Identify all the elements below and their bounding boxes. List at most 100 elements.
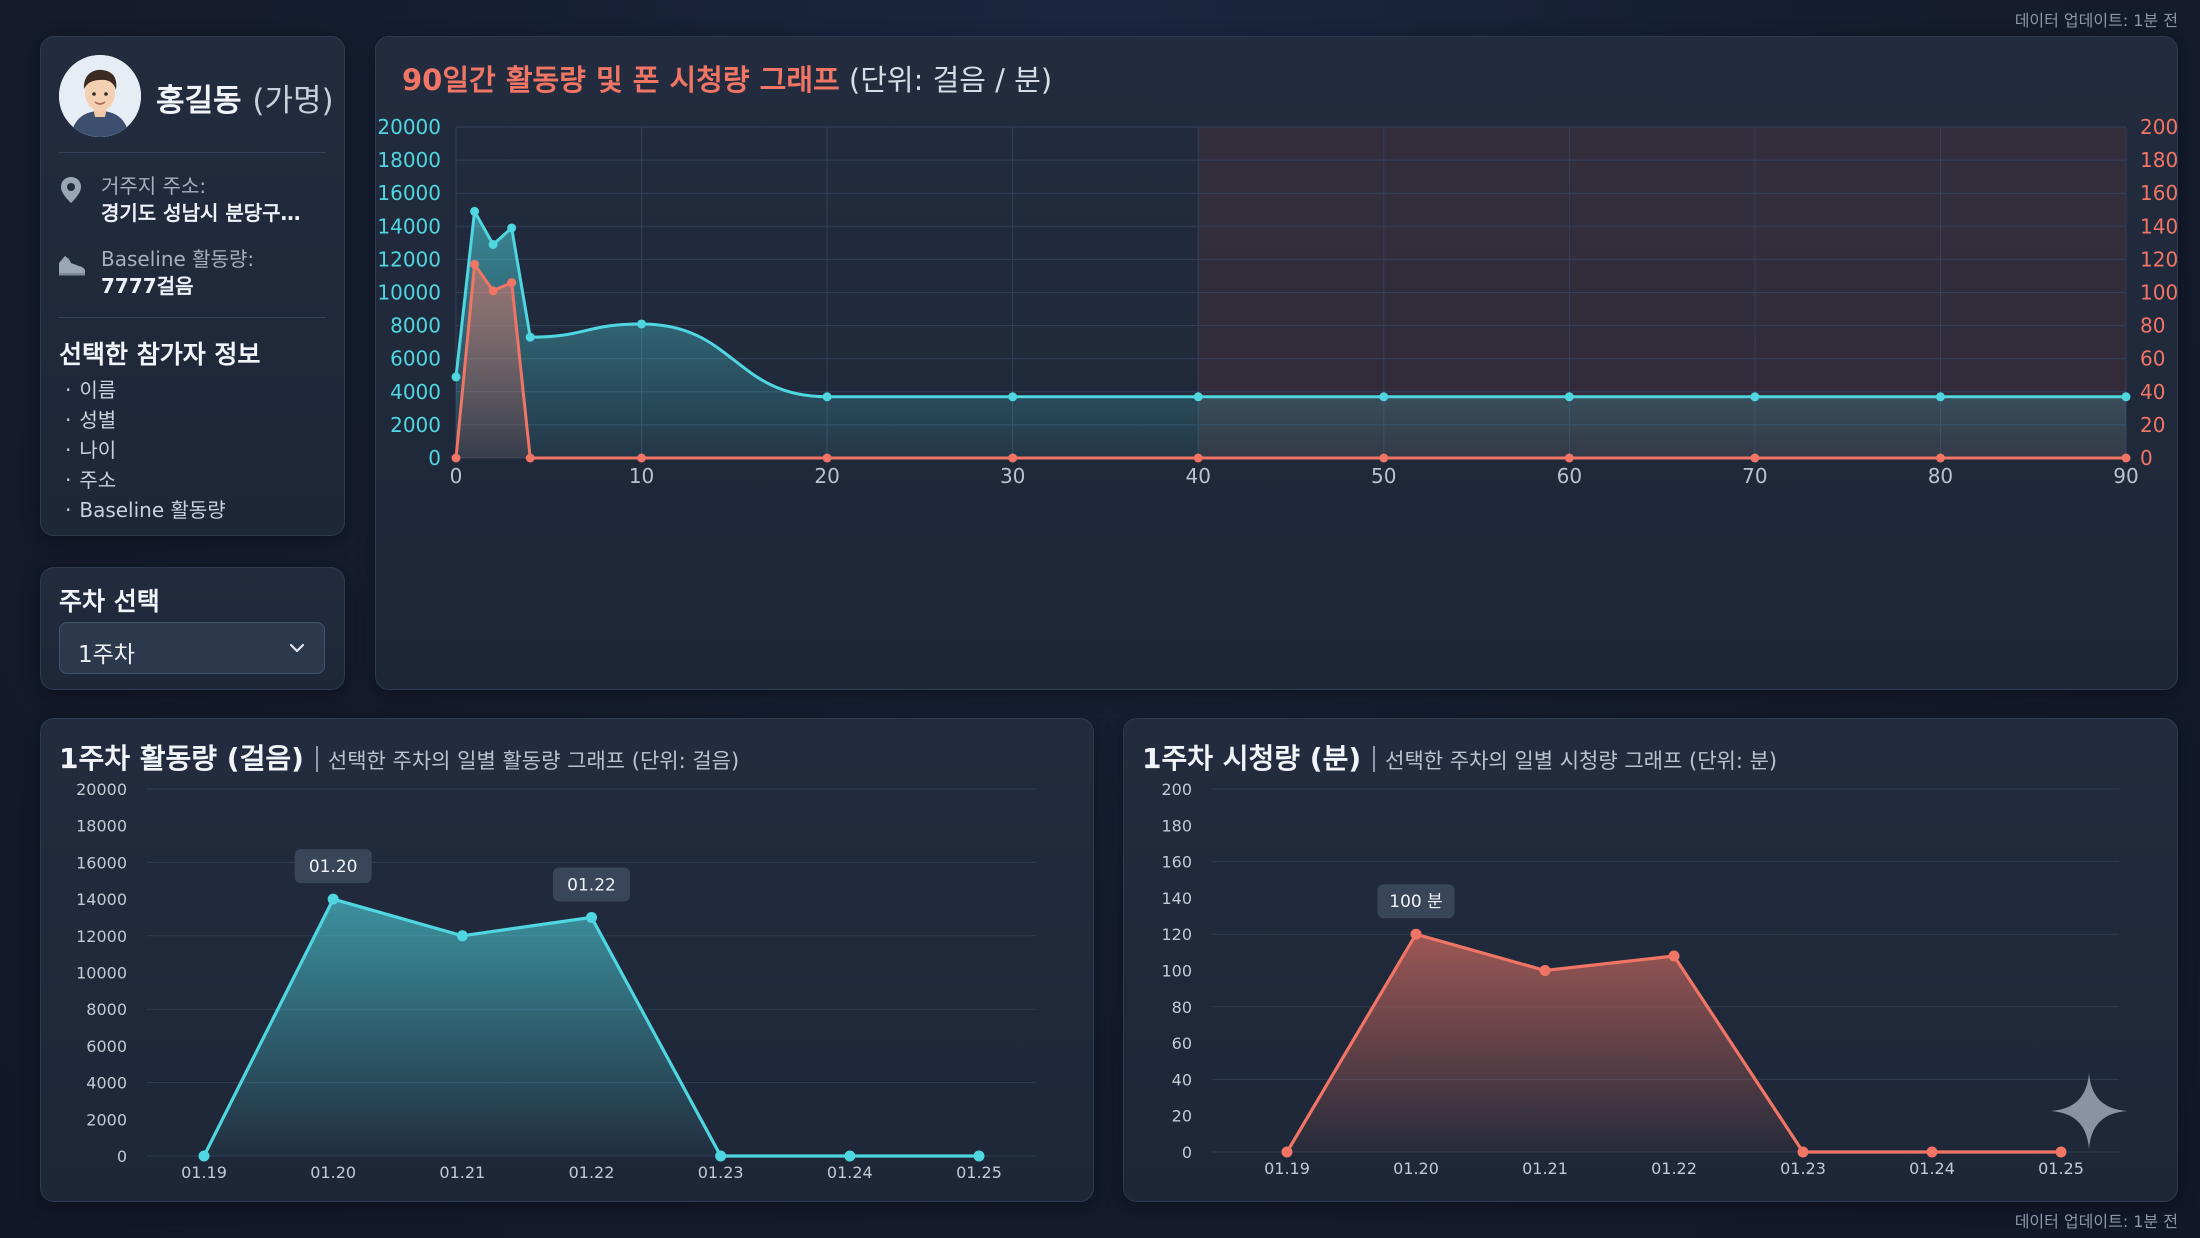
ninety-day-chart: 0200040006000800010000120001400016000180… [377,115,2178,488]
y-left-tick-label: 6000 [390,347,441,371]
ninety-day-chart-panel: 90일간 활동량 및 폰 시청량 그래프 (단위: 걸음 / 분) 0 2000 4… [375,36,2178,690]
y-tick-label: 0 [1182,1143,1192,1162]
shoe-icon [59,256,85,276]
x-tick-label: 30 [1000,464,1025,488]
main-chart-title: 90일간 활동량 및 폰 시청량 그래프 (단위: 걸음 / 분) [402,57,1052,99]
weekly-steps-title: 1주차 활동량 (걸음) 선택한 주차의 일별 활동량 그래프 (단위: 걸음) [59,737,739,777]
data-point [2055,1146,2067,1158]
y-left-tick-label: 18000 [377,148,441,172]
weekly-watch-chart: 0 20 40 60 80 100 120 140 160 180 200 01.19 01.20 01.… [1161,780,2119,1178]
y-tick-label: 100 [1161,962,1192,981]
steps-point [637,319,647,329]
annotation-tooltip [1377,884,1455,919]
y-tick-label: 2000 [86,1110,127,1129]
steps-point [1008,392,1018,402]
watch-point [1564,453,1574,463]
y-left-tick-label: 20000 [377,115,441,139]
info-item-list: 이름 성별 나이 주소 Baseline 활동량 [65,375,226,525]
y-tick-label: 20 [1172,1107,1192,1126]
y-tick-label: 0 [117,1147,127,1166]
sparkle-icon [2051,1073,2127,1149]
info-item: 성별 [65,405,226,435]
x-tick-label: 01.22 [569,1163,615,1182]
info-item: 주소 [65,465,226,495]
x-tick-label: 01.19 [1264,1159,1310,1178]
data-update-label-bottom: 데이터 업데이트: 1분 전 [2014,1212,2178,1231]
weekly-watch-panel: 1주차 시청량 (분) 선택한 주차의 일별 시청량 그래프 (단위: 분) 0 2… [1123,718,2178,1202]
y-right-tick-label: 140 [2140,214,2178,238]
y-right-tick-label: 40 [2140,380,2165,404]
title-separator [1373,746,1376,772]
y-right-tick-label: 80 [2140,314,2165,338]
x-tick-label: 20 [814,464,839,488]
selected-info-title: 선택한 참가자 정보 [59,340,261,369]
data-point [844,1150,856,1162]
address-value: 경기도 성남시 분당구… [101,201,301,225]
weekly-steps-panel: 1주차 활동량 (걸음) 선택한 주차의 일별 활동량 그래프 (단위: 걸음) … [40,718,1094,1202]
y-left-tick-label: 16000 [377,181,441,205]
data-point [1539,965,1551,976]
watch-point [822,453,832,463]
y-tick-label: 12000 [76,927,127,946]
week-select-dropdown[interactable]: 1주차 [59,622,325,674]
watch-point [451,453,461,463]
x-tick-label: 01.24 [1909,1159,1955,1178]
x-tick-label: 01.25 [2038,1159,2084,1178]
watch-point [470,259,480,269]
divider [59,152,326,153]
area-fill [1287,934,2061,1152]
address-row: 거주지 주소: 경기도 성남시 분당구… [59,170,330,226]
steps-point [1935,392,1945,402]
main-chart-title-highlight: 90일간 활동량 및 폰 시청량 그래프 [402,63,840,97]
weekly-watch-subtitle: 선택한 주차의 일별 시청량 그래프 (단위: 분) [1385,749,1778,773]
y-tick-label: 80 [1172,998,1192,1017]
participant-name: 홍길동 (가명) [156,75,334,120]
x-tick-label: 70 [1742,464,1767,488]
watch-point [637,453,647,463]
x-tick-label: 01.20 [310,1163,356,1182]
main-chart-title-unit: (단위: 걸음 / 분) [848,63,1053,97]
title-separator [315,746,318,772]
y-tick-label: 200 [1161,780,1192,799]
y-right-tick-label: 100 [2140,281,2178,305]
x-tick-label: 01.22 [1651,1159,1697,1178]
y-left-tick-label: 14000 [377,214,441,238]
watch-point [1935,453,1945,463]
x-tick-label: 01.20 [1393,1159,1439,1178]
x-tick-label: 40 [1185,464,1210,488]
divider [59,317,326,318]
data-point [1410,928,1422,940]
x-tick-label: 01.19 [181,1163,227,1182]
y-left-tick-label: 2000 [390,413,441,437]
data-point [715,1150,727,1162]
data-update-label-top: 데이터 업데이트: 1분 전 [2014,11,2178,30]
y-tick-label: 60 [1172,1034,1192,1053]
x-tick-label: 80 [1928,464,1953,488]
y-right-tick-label: 200 [2140,115,2178,139]
x-tick-label: 0 [450,464,463,488]
y-tick-label: 4000 [86,1074,127,1093]
steps-point [1750,392,1760,402]
y-right-tick-label: 60 [2140,347,2165,371]
x-tick-label: 01.23 [698,1163,744,1182]
x-tick-label: 01.25 [956,1163,1002,1182]
weekly-watch-title: 1주차 시청량 (분) 선택한 주차의 일별 시청량 그래프 (단위: 분) [1142,737,1777,777]
y-tick-label: 14000 [76,890,127,909]
baseline-row: Baseline 활동량: 7777걸음 [59,243,330,299]
data-point [327,893,339,905]
annotation-label: 01.20 [309,857,358,877]
watch-point [507,278,517,288]
y-left-tick-label: 12000 [377,247,441,271]
baseline-value: 7777걸음 [101,274,194,298]
watch-point [1193,453,1203,463]
y-tick-label: 40 [1172,1070,1192,1089]
area-fill [204,899,979,1156]
weekly-steps-subtitle: 선택한 주차의 일별 활동량 그래프 (단위: 걸음) [327,749,740,773]
watch-point [525,453,535,463]
x-tick-label: 60 [1557,464,1582,488]
location-pin-icon [61,177,81,203]
participant-alias: (가명) [252,83,334,119]
y-right-tick-label: 0 [2140,446,2153,470]
x-tick-label: 90 [2113,464,2138,488]
y-tick-label: 160 [1161,853,1192,872]
